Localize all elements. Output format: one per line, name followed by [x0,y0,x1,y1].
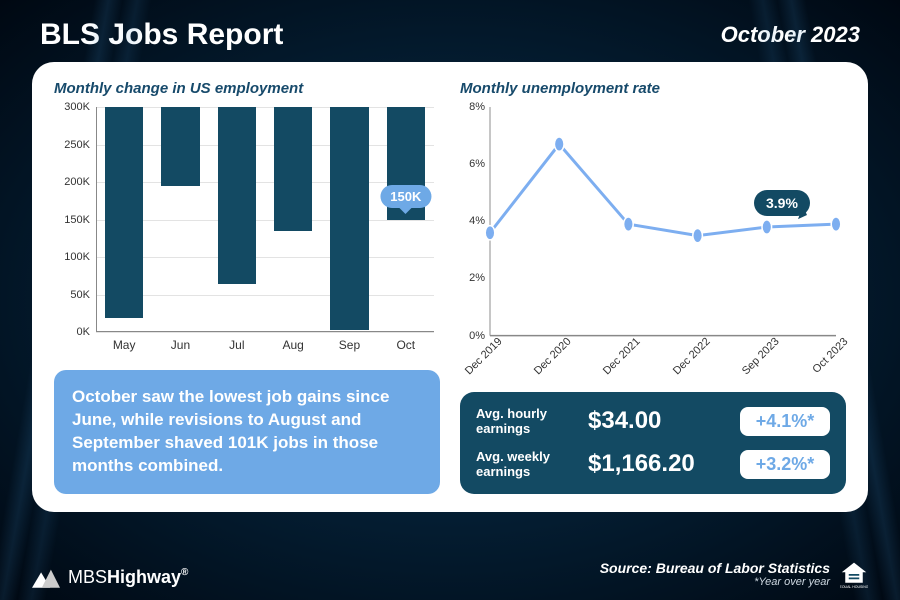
bar-ytick: 0K [77,326,96,338]
earnings-row: Avg. weekly earnings $1,166.20 +3.2%* [476,449,830,480]
bar-xtick: Oct [396,338,415,352]
bar-xtick: Aug [282,338,303,352]
left-column: Monthly change in US employment 0K 50K 100… [54,80,440,494]
line-xtick: Oct 2023 [810,335,850,375]
bar-ytick: 50K [70,289,96,301]
line-ytick: 6% [469,158,490,170]
earnings-box: Avg. hourly earnings $34.00 +4.1%* Avg. wee… [460,392,846,494]
earnings-pct: +4.1%* [740,407,830,436]
line-chart: 0%2%4%6%8%Dec 2019Dec 2020Dec 2021Dec 20… [460,103,846,384]
bar-xtick: Jul [229,338,244,352]
bar [274,107,312,231]
line-callout: 3.9% [754,190,810,216]
source-text: Source: Bureau of Labor Statistics [600,560,830,576]
line-xtick: Dec 2020 [532,335,574,377]
source-note: *Year over year [600,576,830,588]
earnings-row: Avg. hourly earnings $34.00 +4.1%* [476,406,830,437]
brand-logo: MBSHighway® [32,567,188,588]
main-panel: Monthly change in US employment 0K 50K 100… [32,62,868,512]
line-ytick: 8% [469,101,490,113]
bar-xtick: May [113,338,136,352]
bar-ytick: 150K [64,214,96,226]
equal-housing-icon: EQUAL HOUSING [840,560,868,588]
line-xtick: Dec 2021 [601,335,643,377]
line-xtick: Sep 2023 [740,335,782,377]
line-chart-title: Monthly unemployment rate [460,80,846,97]
earnings-label: Avg. hourly earnings [476,406,576,437]
summary-box: October saw the lowest job gains since J… [54,370,440,494]
line-xtick: Dec 2022 [670,335,712,377]
earnings-value: $1,166.20 [588,450,728,478]
brand-icon [32,568,60,588]
bar-ytick: 100K [64,251,96,263]
line-ytick: 0% [469,330,490,342]
bar [161,107,199,186]
bar-chart-title: Monthly change in US employment [54,80,440,97]
bar-ytick: 200K [64,176,96,188]
bar-ytick: 300K [64,101,96,113]
bar-callout: 150K [380,185,431,208]
earnings-pct: +3.2%* [740,450,830,479]
bar [105,107,143,318]
line-ytick: 2% [469,272,490,284]
bar-xtick: Jun [171,338,190,352]
bar [218,107,256,284]
right-column: Monthly unemployment rate 0% 2% 4% 6% 8% Dec … [460,80,846,494]
bar-ytick: 250K [64,139,96,151]
earnings-value: $34.00 [588,407,728,435]
line-ytick: 4% [469,215,490,227]
earnings-label: Avg. weekly earnings [476,449,576,480]
bar-chart: 0K 50K 100K 150K 200K 250K 300K May Jun Jul Aug Sep… [54,103,440,358]
bar-xtick: Sep [339,338,360,352]
bar [330,107,368,330]
svg-text:EQUAL HOUSING: EQUAL HOUSING [840,585,868,588]
